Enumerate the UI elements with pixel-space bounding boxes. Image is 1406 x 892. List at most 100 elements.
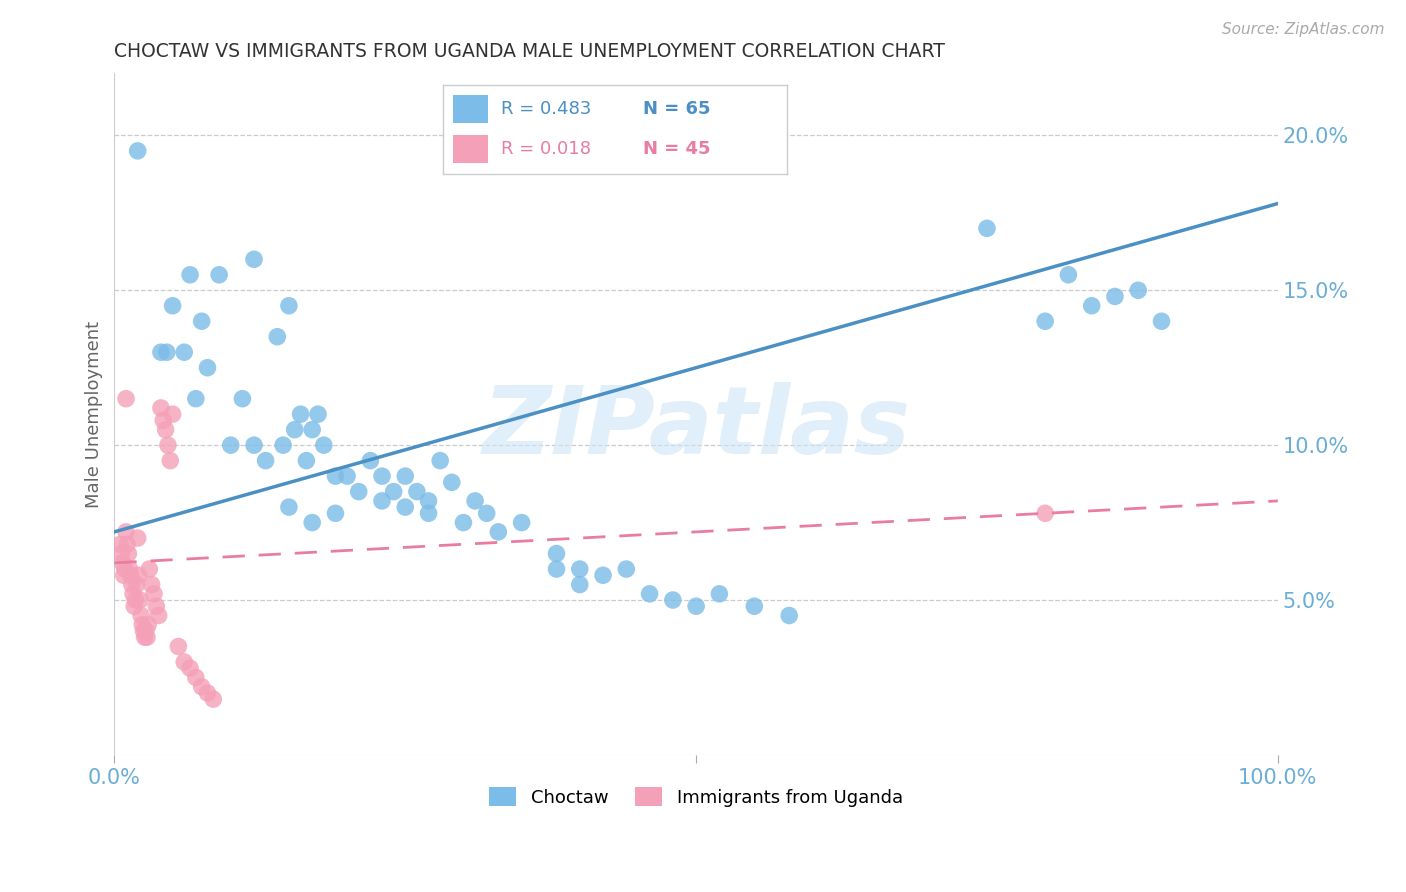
Point <box>127 144 149 158</box>
Point <box>271 438 294 452</box>
Point <box>1080 299 1102 313</box>
Point <box>290 407 312 421</box>
Point <box>162 407 184 421</box>
Point <box>156 438 179 452</box>
Point <box>190 314 212 328</box>
Point <box>120 568 142 582</box>
Y-axis label: Male Unemployment: Male Unemployment <box>86 320 103 508</box>
Point <box>486 524 509 539</box>
Point <box>568 562 591 576</box>
Point <box>111 556 134 570</box>
Point <box>122 599 145 614</box>
Point <box>1128 283 1150 297</box>
Point <box>742 599 765 614</box>
Point <box>1150 314 1173 328</box>
Point <box>382 484 405 499</box>
Point <box>976 221 998 235</box>
Point <box>173 345 195 359</box>
Point <box>394 500 416 514</box>
Point <box>131 617 153 632</box>
Text: R = 0.018: R = 0.018 <box>502 140 592 158</box>
Legend: Choctaw, Immigrants from Uganda: Choctaw, Immigrants from Uganda <box>482 780 910 814</box>
Point <box>371 494 394 508</box>
Point <box>143 587 166 601</box>
Point <box>134 630 156 644</box>
Text: Source: ZipAtlas.com: Source: ZipAtlas.com <box>1222 22 1385 37</box>
Point <box>418 494 440 508</box>
Point <box>125 577 148 591</box>
Point <box>1033 506 1056 520</box>
Point <box>429 453 451 467</box>
Point <box>301 516 323 530</box>
Point <box>197 686 219 700</box>
Point <box>475 506 498 520</box>
Point <box>115 537 138 551</box>
Point <box>277 299 299 313</box>
Point <box>149 345 172 359</box>
Point <box>662 593 685 607</box>
Point <box>243 438 266 452</box>
Point <box>592 568 614 582</box>
Point <box>184 392 207 406</box>
Bar <box>453 135 488 163</box>
Point <box>307 407 329 421</box>
Point <box>197 360 219 375</box>
Point <box>371 469 394 483</box>
Point <box>117 547 139 561</box>
Point <box>138 562 160 576</box>
Point <box>266 329 288 343</box>
Point <box>148 608 170 623</box>
Text: N = 65: N = 65 <box>643 100 710 118</box>
Point <box>136 630 159 644</box>
Point <box>136 617 159 632</box>
Point <box>115 392 138 406</box>
Point <box>145 599 167 614</box>
Point <box>141 577 163 591</box>
Point <box>128 568 150 582</box>
Point <box>156 345 179 359</box>
Point <box>418 506 440 520</box>
Point <box>325 506 347 520</box>
Point <box>149 401 172 415</box>
Point <box>284 423 307 437</box>
Point <box>129 593 152 607</box>
Point <box>231 392 253 406</box>
Point <box>1104 289 1126 303</box>
Point <box>155 423 177 437</box>
Point <box>124 593 146 607</box>
Point <box>202 692 225 706</box>
Point <box>122 587 145 601</box>
Text: CHOCTAW VS IMMIGRANTS FROM UGANDA MALE UNEMPLOYMENT CORRELATION CHART: CHOCTAW VS IMMIGRANTS FROM UGANDA MALE U… <box>114 42 945 61</box>
Point <box>208 268 231 282</box>
Point <box>394 469 416 483</box>
Point <box>1033 314 1056 328</box>
Point <box>110 547 132 561</box>
Point <box>118 562 141 576</box>
Point <box>440 475 463 490</box>
Point <box>179 268 201 282</box>
Text: R = 0.483: R = 0.483 <box>502 100 592 118</box>
Text: N = 45: N = 45 <box>643 140 710 158</box>
Point <box>167 640 190 654</box>
Point <box>114 562 136 576</box>
Point <box>179 661 201 675</box>
Point <box>173 655 195 669</box>
Bar <box>453 95 488 123</box>
Point <box>129 608 152 623</box>
Point <box>336 469 359 483</box>
Point <box>453 516 475 530</box>
Point <box>162 299 184 313</box>
Point <box>159 453 181 467</box>
Point <box>778 608 800 623</box>
Point <box>190 680 212 694</box>
Point <box>709 587 731 601</box>
Point <box>546 547 568 561</box>
Point <box>135 624 157 638</box>
Point <box>1057 268 1080 282</box>
Point <box>325 469 347 483</box>
Point <box>568 577 591 591</box>
Point <box>152 413 174 427</box>
Point <box>359 453 381 467</box>
Point <box>254 453 277 467</box>
Point <box>243 252 266 267</box>
